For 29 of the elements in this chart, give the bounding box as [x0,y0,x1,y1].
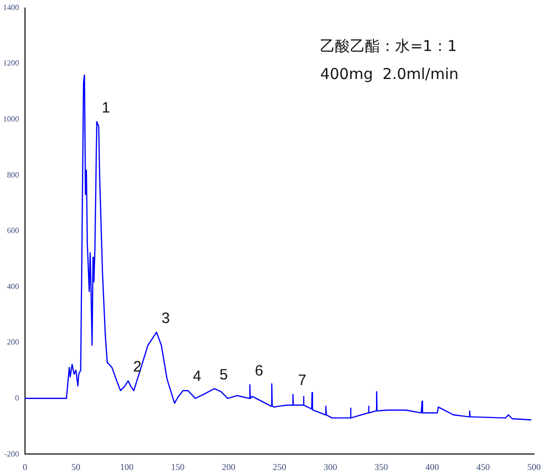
annotation: 乙酸乙酯：水=1：1 [320,37,457,56]
x-tick-label: 100 [120,462,134,472]
x-tick-label: 50 [71,462,81,472]
x-tick-label: 0 [22,462,28,472]
y-tick-label: -200 [4,449,19,458]
annotation: 6 [254,362,264,380]
y-tick-label: 600 [7,226,19,236]
x-tick-label: 350 [374,462,389,472]
y-tick-label: 1000 [3,114,19,124]
x-tick-label: 250 [272,462,287,472]
y-tick-label: 800 [7,170,19,180]
x-tick-label: 200 [222,462,236,472]
x-tick-label: 300 [324,462,338,472]
annotation: 5 [219,366,228,384]
x-tick-label: 500 [527,462,542,472]
y-tick-label: 400 [7,282,19,291]
annotation: 1 [102,99,110,116]
x-tick-label: 450 [476,462,490,472]
annotation: 7 [298,372,306,390]
annotation: 2 [133,358,142,376]
annotation: 400mg 2.0ml/min [320,65,458,84]
y-tick-label: 1400 [3,2,19,12]
x-tick-label: 150 [170,462,185,472]
y-tick-label: 1200 [3,58,19,68]
annotation: 4 [192,368,202,386]
annotation: 3 [162,310,170,327]
x-tick-label: 400 [425,462,440,472]
y-tick-label: 0 [15,393,19,402]
y-tick-label: 200 [7,338,19,347]
